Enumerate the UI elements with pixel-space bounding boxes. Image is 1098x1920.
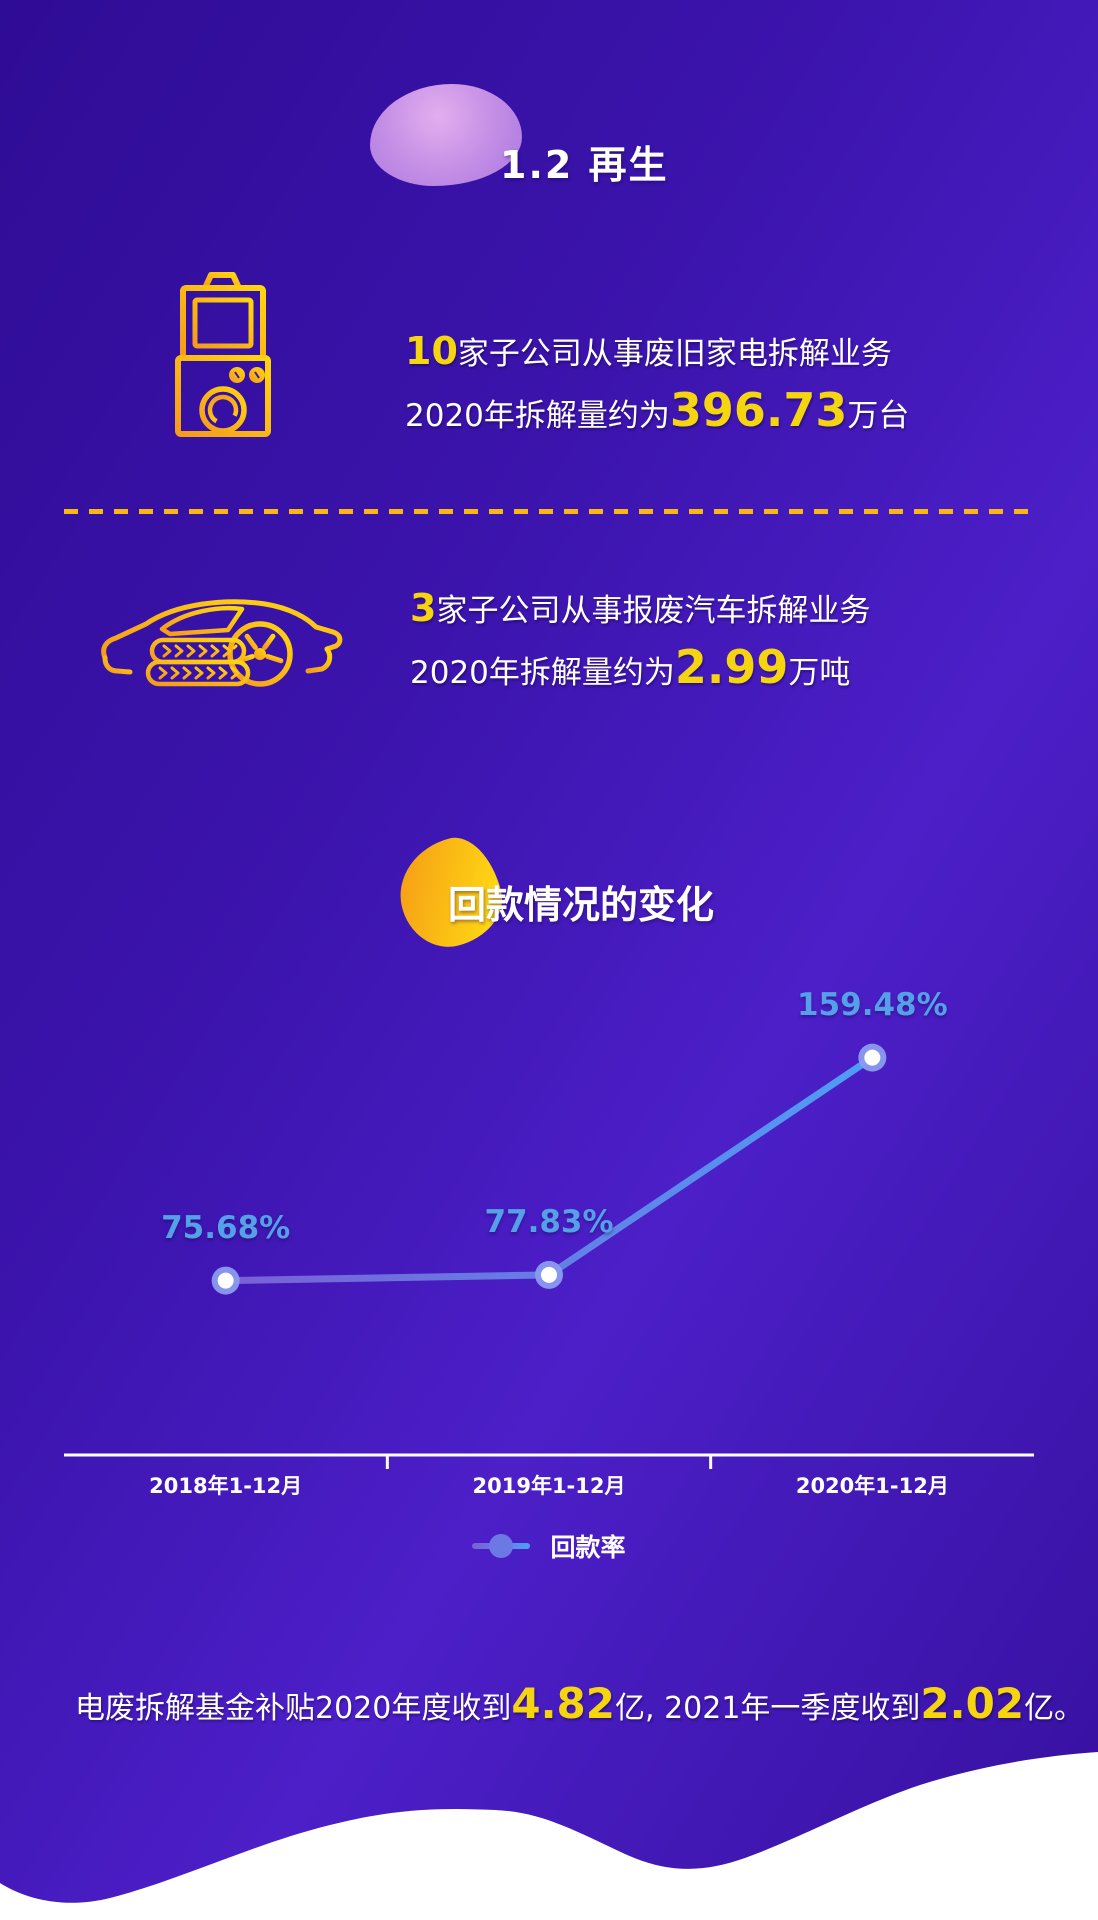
dashed-divider (64, 509, 1034, 514)
chart-title: 回款情况的变化 (448, 883, 715, 927)
scrap-car-icon (101, 599, 343, 687)
data-line (222, 1054, 876, 1285)
subsidy-2020-value: 4.82 (511, 1679, 615, 1728)
chart-canvas (64, 1043, 1034, 1469)
car-volume-value: 2.99 (674, 640, 789, 694)
washing-machine-tv-icon (175, 272, 271, 437)
line-chart: 回款率 75.68% 2018年1-12月 77.83% 2019年1-12月 159.… (64, 980, 1034, 1600)
car-company-count: 3 (410, 586, 437, 630)
legend-marker (472, 1534, 531, 1558)
legend-label: 回款率 (550, 1533, 626, 1562)
appliance-company-count: 10 (405, 329, 458, 373)
category-label: 2018年1-12月 (149, 1474, 303, 1498)
stat-appliance-line2: 2020年拆解量约为396.73万台 (405, 383, 910, 437)
bottom-wave (0, 1752, 1098, 1920)
category-label: 2019年1-12月 (472, 1474, 626, 1498)
data-point (217, 1272, 234, 1289)
stat-car: 3家子公司从事报废汽车拆解业务 2020年拆解量约为2.99万吨 (410, 585, 870, 696)
footnote: 电废拆解基金补贴2020年度收到4.82亿, 2021年一季度收到2.02亿。 (75, 1679, 1085, 1728)
value-label: 75.68% (161, 1209, 291, 1246)
data-point (864, 1049, 881, 1066)
value-label: 159.48% (796, 986, 948, 1023)
category-label: 2020年1-12月 (795, 1474, 949, 1498)
stat-car-line1: 3家子公司从事报废汽车拆解业务 (410, 586, 871, 630)
stat-appliance: 10家子公司从事废旧家电拆解业务 2020年拆解量约为396.73万台 (405, 328, 909, 439)
legend-dot-icon (489, 1534, 514, 1558)
stat-appliance-line1: 10家子公司从事废旧家电拆解业务 (405, 329, 892, 373)
page-title: 1.2 再生 (500, 143, 669, 187)
header-blob (370, 84, 522, 186)
data-point (541, 1266, 557, 1283)
chart-legend: 回款率 (64, 1528, 1034, 1564)
subsidy-2021q1-value: 2.02 (920, 1679, 1025, 1728)
appliance-volume-value: 396.73 (669, 383, 848, 437)
stat-car-line2: 2020年拆解量约为2.99万吨 (410, 640, 851, 694)
value-label: 77.83% (484, 1203, 614, 1240)
